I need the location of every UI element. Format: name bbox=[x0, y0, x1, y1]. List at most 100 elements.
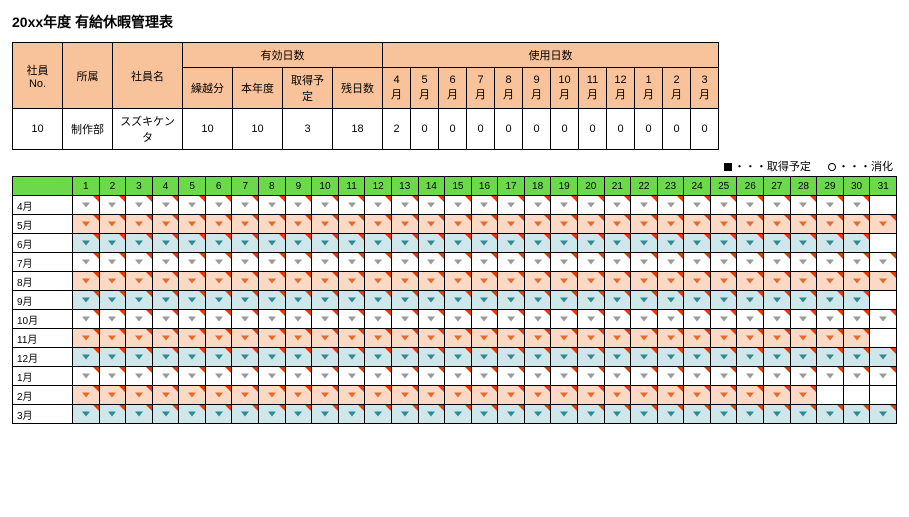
cal-cell[interactable] bbox=[445, 272, 472, 291]
cal-cell[interactable] bbox=[232, 234, 259, 253]
cal-cell[interactable] bbox=[471, 215, 498, 234]
cal-cell[interactable] bbox=[365, 348, 392, 367]
cal-cell[interactable] bbox=[259, 386, 286, 405]
cal-cell[interactable] bbox=[843, 291, 870, 310]
cal-cell[interactable] bbox=[259, 310, 286, 329]
cal-cell[interactable] bbox=[232, 348, 259, 367]
cal-cell[interactable] bbox=[524, 272, 551, 291]
cal-cell[interactable] bbox=[737, 291, 764, 310]
cal-cell[interactable] bbox=[498, 253, 525, 272]
cal-cell[interactable] bbox=[790, 234, 817, 253]
cal-cell[interactable] bbox=[764, 329, 791, 348]
cal-cell[interactable] bbox=[604, 367, 631, 386]
cal-cell[interactable] bbox=[285, 291, 312, 310]
cal-cell[interactable] bbox=[737, 367, 764, 386]
cal-cell[interactable] bbox=[152, 272, 179, 291]
cal-cell[interactable] bbox=[684, 386, 711, 405]
cal-cell[interactable] bbox=[152, 196, 179, 215]
cal-cell[interactable] bbox=[524, 215, 551, 234]
cal-cell[interactable] bbox=[604, 196, 631, 215]
cal-cell[interactable] bbox=[710, 291, 737, 310]
cal-cell[interactable] bbox=[524, 310, 551, 329]
cal-cell[interactable] bbox=[577, 348, 604, 367]
cal-cell[interactable] bbox=[817, 215, 844, 234]
cal-cell[interactable] bbox=[418, 253, 445, 272]
cal-cell[interactable] bbox=[684, 329, 711, 348]
cal-cell[interactable] bbox=[657, 272, 684, 291]
cal-cell[interactable] bbox=[577, 234, 604, 253]
cal-cell[interactable] bbox=[126, 310, 153, 329]
cal-cell[interactable] bbox=[604, 253, 631, 272]
cal-cell[interactable] bbox=[790, 405, 817, 424]
cal-cell[interactable] bbox=[205, 291, 232, 310]
cal-cell[interactable] bbox=[365, 405, 392, 424]
cal-cell[interactable] bbox=[179, 196, 206, 215]
cal-cell[interactable] bbox=[73, 367, 100, 386]
cal-cell[interactable] bbox=[126, 291, 153, 310]
cal-cell[interactable] bbox=[790, 329, 817, 348]
cal-cell[interactable] bbox=[152, 310, 179, 329]
cal-cell[interactable] bbox=[391, 291, 418, 310]
cal-cell[interactable] bbox=[418, 386, 445, 405]
cal-cell[interactable] bbox=[445, 253, 472, 272]
cal-cell[interactable] bbox=[524, 234, 551, 253]
cal-cell[interactable] bbox=[73, 329, 100, 348]
cal-cell[interactable] bbox=[445, 367, 472, 386]
cal-cell[interactable] bbox=[737, 196, 764, 215]
cal-cell[interactable] bbox=[631, 367, 658, 386]
cal-cell[interactable] bbox=[312, 367, 339, 386]
cal-cell[interactable] bbox=[391, 348, 418, 367]
cal-cell[interactable] bbox=[737, 386, 764, 405]
cal-cell[interactable] bbox=[338, 196, 365, 215]
cal-cell[interactable] bbox=[391, 272, 418, 291]
cal-cell[interactable] bbox=[790, 310, 817, 329]
cal-cell[interactable] bbox=[631, 196, 658, 215]
cal-cell[interactable] bbox=[471, 272, 498, 291]
cal-cell[interactable] bbox=[418, 215, 445, 234]
cal-cell[interactable] bbox=[604, 215, 631, 234]
cal-cell[interactable] bbox=[737, 234, 764, 253]
cal-cell[interactable] bbox=[524, 253, 551, 272]
cal-cell[interactable] bbox=[232, 329, 259, 348]
cal-cell[interactable] bbox=[790, 253, 817, 272]
cal-cell[interactable] bbox=[843, 234, 870, 253]
cal-cell[interactable] bbox=[312, 215, 339, 234]
cal-cell[interactable] bbox=[418, 291, 445, 310]
cal-cell[interactable] bbox=[205, 329, 232, 348]
cal-cell[interactable] bbox=[471, 291, 498, 310]
cal-cell[interactable] bbox=[232, 272, 259, 291]
cal-cell[interactable] bbox=[790, 291, 817, 310]
cal-cell[interactable] bbox=[817, 234, 844, 253]
cal-cell[interactable] bbox=[73, 272, 100, 291]
cal-cell[interactable] bbox=[285, 348, 312, 367]
cal-cell[interactable] bbox=[764, 310, 791, 329]
cal-cell[interactable] bbox=[710, 310, 737, 329]
cal-cell[interactable] bbox=[737, 215, 764, 234]
cal-cell[interactable] bbox=[259, 196, 286, 215]
cal-cell[interactable] bbox=[126, 405, 153, 424]
cal-cell[interactable] bbox=[338, 291, 365, 310]
cal-cell[interactable] bbox=[152, 329, 179, 348]
cal-cell[interactable] bbox=[498, 348, 525, 367]
cal-cell[interactable] bbox=[232, 215, 259, 234]
cal-cell[interactable] bbox=[764, 386, 791, 405]
cal-cell[interactable] bbox=[471, 329, 498, 348]
cal-cell[interactable] bbox=[710, 196, 737, 215]
cal-cell[interactable] bbox=[391, 215, 418, 234]
cal-cell[interactable] bbox=[577, 329, 604, 348]
cal-cell[interactable] bbox=[684, 291, 711, 310]
cal-cell[interactable] bbox=[817, 348, 844, 367]
cal-cell[interactable] bbox=[418, 272, 445, 291]
cal-cell[interactable] bbox=[259, 291, 286, 310]
cal-cell[interactable] bbox=[631, 253, 658, 272]
cal-cell[interactable] bbox=[764, 272, 791, 291]
cal-cell[interactable] bbox=[285, 272, 312, 291]
cal-cell[interactable] bbox=[179, 272, 206, 291]
cal-cell[interactable] bbox=[232, 386, 259, 405]
cal-cell[interactable] bbox=[737, 253, 764, 272]
cal-cell[interactable] bbox=[764, 367, 791, 386]
cal-cell[interactable] bbox=[152, 367, 179, 386]
cal-cell[interactable] bbox=[73, 386, 100, 405]
cal-cell[interactable] bbox=[445, 196, 472, 215]
cal-cell[interactable] bbox=[285, 367, 312, 386]
